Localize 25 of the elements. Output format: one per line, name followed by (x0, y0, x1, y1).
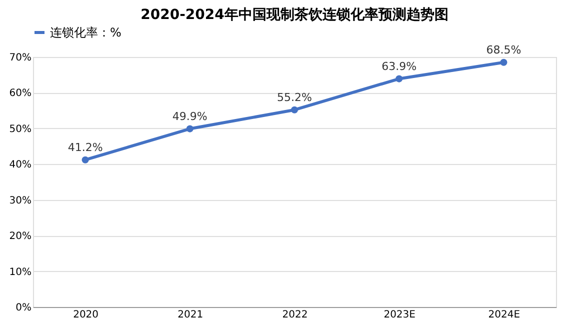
data-label: 41.2% (68, 140, 103, 154)
y-tick-label: 70% (9, 52, 32, 64)
data-label: 68.5% (486, 43, 522, 56)
y-tick-label: 60% (9, 88, 32, 100)
x-tick-label: 2021 (178, 310, 204, 320)
point (290, 106, 298, 114)
data-label: 49.9% (172, 110, 208, 123)
point (396, 75, 403, 82)
data-label: 55.2% (277, 90, 312, 104)
x-tick-label: 2020 (73, 310, 99, 320)
x-tick-label: 2022 (282, 310, 308, 320)
point (186, 125, 194, 132)
chart-title: 2020-2024年中国现制茶饮连锁化率预测趋势图 (140, 6, 448, 23)
x-tick-label: 2023E (384, 310, 416, 320)
y-tick-label: 0% (16, 302, 32, 314)
y-tick-label: 20% (9, 231, 32, 242)
y-tick-label: 40% (9, 160, 32, 171)
point (82, 156, 89, 164)
point (500, 58, 508, 66)
data-label: 63.9% (382, 60, 417, 73)
y-tick-label: 50% (9, 124, 32, 135)
y-tick-label: 30% (9, 195, 32, 206)
y-tick-label: 10% (9, 266, 32, 278)
x-tick-label: 2024E (488, 310, 520, 320)
legend-label: 连锁化率：% (50, 26, 122, 40)
